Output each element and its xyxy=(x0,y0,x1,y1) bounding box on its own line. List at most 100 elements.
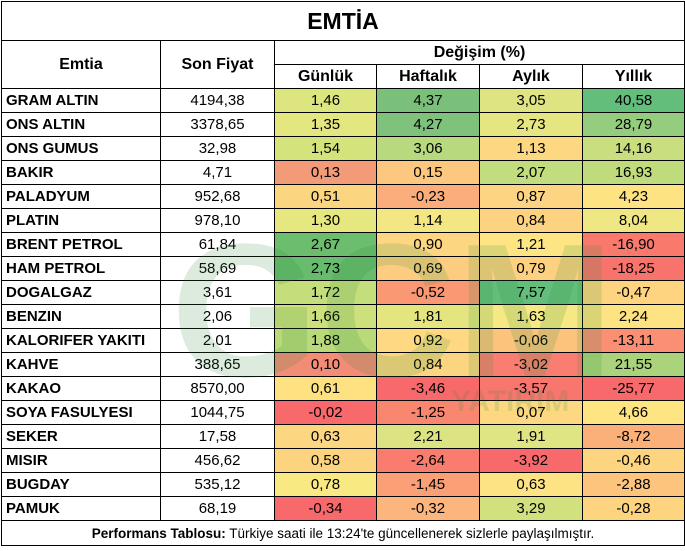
table-row: HAM PETROL 58,69 2,73 0,69 0,79 -18,25 xyxy=(1,256,685,281)
yearly-change-cell: 28,79 xyxy=(582,112,685,137)
monthly-change-cell: -3,57 xyxy=(479,376,583,401)
yearly-change-cell: 8,04 xyxy=(582,208,685,233)
yearly-change-cell: -0,47 xyxy=(582,280,685,305)
last-price-cell: 4,71 xyxy=(160,160,275,185)
last-price-cell: 61,84 xyxy=(160,232,275,257)
weekly-change-cell: 0,84 xyxy=(376,352,480,377)
last-price-cell: 17,58 xyxy=(160,424,275,449)
last-price-cell: 456,62 xyxy=(160,448,275,473)
daily-change-cell: 0,61 xyxy=(274,376,377,401)
last-price-cell: 4194,38 xyxy=(160,88,275,113)
daily-change-cell: 1,72 xyxy=(274,280,377,305)
footer-text: Türkiye saati ile 13:24'te güncellenerek… xyxy=(225,525,595,541)
commodity-name: DOGALGAZ xyxy=(1,280,161,305)
weekly-change-cell: -2,64 xyxy=(376,448,480,473)
last-price-cell: 58,69 xyxy=(160,256,275,281)
weekly-change-cell: -1,45 xyxy=(376,472,480,497)
weekly-change-cell: 4,27 xyxy=(376,112,480,137)
yearly-change-cell: -25,77 xyxy=(582,376,685,401)
yearly-change-cell: -2,88 xyxy=(582,472,685,497)
table-row: BENZIN 2,06 1,66 1,81 1,63 2,24 xyxy=(1,304,685,329)
daily-change-cell: 0,13 xyxy=(274,160,377,185)
header-monthly: Aylık xyxy=(479,64,583,89)
daily-change-cell: 1,46 xyxy=(274,88,377,113)
weekly-change-cell: -0,32 xyxy=(376,496,480,521)
table-row: BAKIR 4,71 0,13 0,15 2,07 16,93 xyxy=(1,160,685,185)
weekly-change-cell: -0,23 xyxy=(376,184,480,209)
yearly-change-cell: -0,46 xyxy=(582,448,685,473)
weekly-change-cell: 1,81 xyxy=(376,304,480,329)
daily-change-cell: 1,30 xyxy=(274,208,377,233)
daily-change-cell: 0,51 xyxy=(274,184,377,209)
weekly-change-cell: 4,37 xyxy=(376,88,480,113)
yearly-change-cell: 2,24 xyxy=(582,304,685,329)
yearly-change-cell: 14,16 xyxy=(582,136,685,161)
monthly-change-cell: 0,87 xyxy=(479,184,583,209)
weekly-change-cell: -3,46 xyxy=(376,376,480,401)
commodity-name: ONS ALTIN xyxy=(1,112,161,137)
last-price-cell: 978,10 xyxy=(160,208,275,233)
table-row: KAKAO 8570,00 0,61 -3,46 -3,57 -25,77 xyxy=(1,376,685,401)
daily-change-cell: 0,63 xyxy=(274,424,377,449)
daily-change-cell: 0,10 xyxy=(274,352,377,377)
commodity-name: HAM PETROL xyxy=(1,256,161,281)
monthly-change-cell: 1,21 xyxy=(479,232,583,257)
table-row: ONS ALTIN 3378,65 1,35 4,27 2,73 28,79 xyxy=(1,112,685,137)
commodity-name: PAMUK xyxy=(1,496,161,521)
yearly-change-cell: -13,11 xyxy=(582,328,685,353)
daily-change-cell: 1,35 xyxy=(274,112,377,137)
daily-change-cell: -0,34 xyxy=(274,496,377,521)
commodity-name: PLATIN xyxy=(1,208,161,233)
table-row: ONS GUMUS 32,98 1,54 3,06 1,13 14,16 xyxy=(1,136,685,161)
commodity-name: BUGDAY xyxy=(1,472,161,497)
commodity-name: KAKAO xyxy=(1,376,161,401)
table-row: DOGALGAZ 3,61 1,72 -0,52 7,57 -0,47 xyxy=(1,280,685,305)
daily-change-cell: 1,66 xyxy=(274,304,377,329)
monthly-change-cell: -3,92 xyxy=(479,448,583,473)
last-price-cell: 32,98 xyxy=(160,136,275,161)
last-price-cell: 952,68 xyxy=(160,184,275,209)
commodity-name: ONS GUMUS xyxy=(1,136,161,161)
table-row: KALORIFER YAKITI 2,01 1,88 0,92 -0,06 -13,11 xyxy=(1,328,685,353)
daily-change-cell: 0,78 xyxy=(274,472,377,497)
weekly-change-cell: 2,21 xyxy=(376,424,480,449)
last-price-cell: 8570,00 xyxy=(160,376,275,401)
commodity-name: BRENT PETROL xyxy=(1,232,161,257)
commodity-name: PALADYUM xyxy=(1,184,161,209)
table-row: PLATIN 978,10 1,30 1,14 0,84 8,04 xyxy=(1,208,685,233)
yearly-change-cell: 21,55 xyxy=(582,352,685,377)
monthly-change-cell: 1,13 xyxy=(479,136,583,161)
monthly-change-cell: 0,84 xyxy=(479,208,583,233)
daily-change-cell: 1,88 xyxy=(274,328,377,353)
table-row: PALADYUM 952,68 0,51 -0,23 0,87 4,23 xyxy=(1,184,685,209)
table-title: EMTİA xyxy=(1,1,685,41)
weekly-change-cell: 0,90 xyxy=(376,232,480,257)
yearly-change-cell: 16,93 xyxy=(582,160,685,185)
commodity-name: MISIR xyxy=(1,448,161,473)
weekly-change-cell: 3,06 xyxy=(376,136,480,161)
daily-change-cell: 1,54 xyxy=(274,136,377,161)
monthly-change-cell: -0,06 xyxy=(479,328,583,353)
table-row: SEKER 17,58 0,63 2,21 1,91 -8,72 xyxy=(1,424,685,449)
monthly-change-cell: 0,07 xyxy=(479,400,583,425)
footer-label: Performans Tablosu: xyxy=(91,525,226,541)
weekly-change-cell: 0,15 xyxy=(376,160,480,185)
yearly-change-cell: -8,72 xyxy=(582,424,685,449)
last-price-cell: 2,06 xyxy=(160,304,275,329)
header-yearly: Yıllık xyxy=(582,64,685,89)
table-row: SOYA FASULYESI 1044,75 -0,02 -1,25 0,07 4,66 xyxy=(1,400,685,425)
last-price-cell: 68,19 xyxy=(160,496,275,521)
table-body: GRAM ALTIN 4194,38 1,46 4,37 3,05 40,58 ONS AL… xyxy=(1,88,685,521)
table-row: BUGDAY 535,12 0,78 -1,45 0,63 -2,88 xyxy=(1,472,685,497)
commodity-name: BENZIN xyxy=(1,304,161,329)
monthly-change-cell: -3,02 xyxy=(479,352,583,377)
weekly-change-cell: 0,69 xyxy=(376,256,480,281)
monthly-change-cell: 3,29 xyxy=(479,496,583,521)
table-row: PAMUK 68,19 -0,34 -0,32 3,29 -0,28 xyxy=(1,496,685,521)
header-weekly: Haftalık xyxy=(376,64,480,89)
monthly-change-cell: 1,91 xyxy=(479,424,583,449)
weekly-change-cell: -1,25 xyxy=(376,400,480,425)
table-row: BRENT PETROL 61,84 2,67 0,90 1,21 -16,90 xyxy=(1,232,685,257)
commodity-name: KALORIFER YAKITI xyxy=(1,328,161,353)
commodity-name: BAKIR xyxy=(1,160,161,185)
